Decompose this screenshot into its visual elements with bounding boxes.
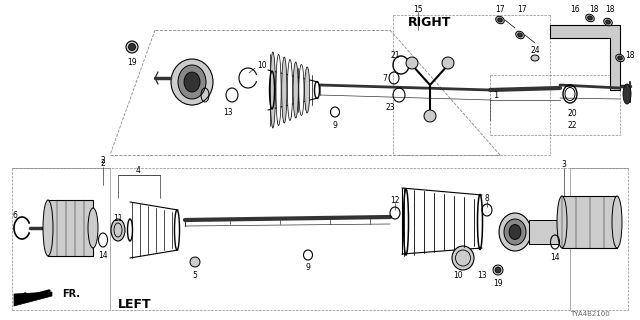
Ellipse shape [293,62,298,118]
Polygon shape [14,292,52,306]
Text: 15: 15 [413,4,423,13]
Text: 6: 6 [13,211,17,220]
Text: 20: 20 [567,108,577,117]
Ellipse shape [126,41,138,53]
Text: 14: 14 [550,252,560,261]
Text: 5: 5 [193,270,197,279]
Ellipse shape [424,110,436,122]
Bar [48,200,93,256]
Ellipse shape [276,54,281,125]
Ellipse shape [618,56,622,60]
Text: 23: 23 [385,102,395,111]
Text: 18: 18 [589,4,599,13]
Text: 21: 21 [390,51,400,60]
Bar [529,220,564,244]
Text: 2: 2 [100,158,106,167]
Text: 12: 12 [390,196,400,204]
Text: 13: 13 [223,108,233,116]
Text: 10: 10 [257,60,267,69]
Text: 11: 11 [113,213,123,222]
Text: 22: 22 [567,121,577,130]
Ellipse shape [270,52,275,128]
Text: 18: 18 [605,4,615,13]
Ellipse shape [612,196,622,248]
Ellipse shape [43,200,53,256]
Ellipse shape [171,59,213,105]
Ellipse shape [190,257,200,267]
Text: 24: 24 [530,45,540,54]
Ellipse shape [516,31,524,39]
Text: RIGHT: RIGHT [408,15,452,28]
Ellipse shape [499,213,531,251]
Ellipse shape [509,225,521,239]
Ellipse shape [531,55,539,61]
Text: 17: 17 [495,4,505,13]
Text: 7: 7 [383,74,387,83]
Ellipse shape [495,267,501,273]
Ellipse shape [493,265,503,275]
Text: 1: 1 [493,91,499,100]
Text: 2: 2 [100,156,106,164]
Ellipse shape [623,84,631,104]
Ellipse shape [605,20,611,24]
Text: 17: 17 [517,4,527,13]
Ellipse shape [496,16,504,24]
Ellipse shape [406,57,418,69]
Text: LEFT: LEFT [118,298,152,310]
Ellipse shape [557,196,567,248]
Ellipse shape [616,54,624,62]
Ellipse shape [184,72,200,92]
Text: FR.: FR. [62,289,80,299]
Text: 8: 8 [484,194,490,203]
Text: 13: 13 [477,271,487,281]
Text: 14: 14 [98,251,108,260]
Text: 4: 4 [136,165,140,174]
Text: 9: 9 [305,263,310,273]
Ellipse shape [442,57,454,69]
Text: 18: 18 [625,51,635,60]
Text: 3: 3 [561,159,566,169]
Ellipse shape [452,246,474,270]
Ellipse shape [518,33,522,37]
Text: 9: 9 [333,121,337,130]
Ellipse shape [88,208,98,248]
Ellipse shape [588,16,593,20]
Ellipse shape [305,67,310,113]
Ellipse shape [586,14,595,22]
Ellipse shape [504,219,526,245]
Polygon shape [550,25,620,90]
Text: 16: 16 [570,4,580,13]
Ellipse shape [287,60,292,121]
Ellipse shape [282,57,287,123]
Ellipse shape [129,44,136,51]
Ellipse shape [178,65,206,99]
Ellipse shape [111,219,125,241]
Text: 19: 19 [127,58,137,67]
Ellipse shape [604,18,612,26]
Text: 10: 10 [453,271,463,281]
Text: 19: 19 [493,279,503,289]
Ellipse shape [299,65,304,116]
Bar [562,196,617,248]
Text: TYA4B2100: TYA4B2100 [570,311,610,317]
Ellipse shape [498,18,502,22]
